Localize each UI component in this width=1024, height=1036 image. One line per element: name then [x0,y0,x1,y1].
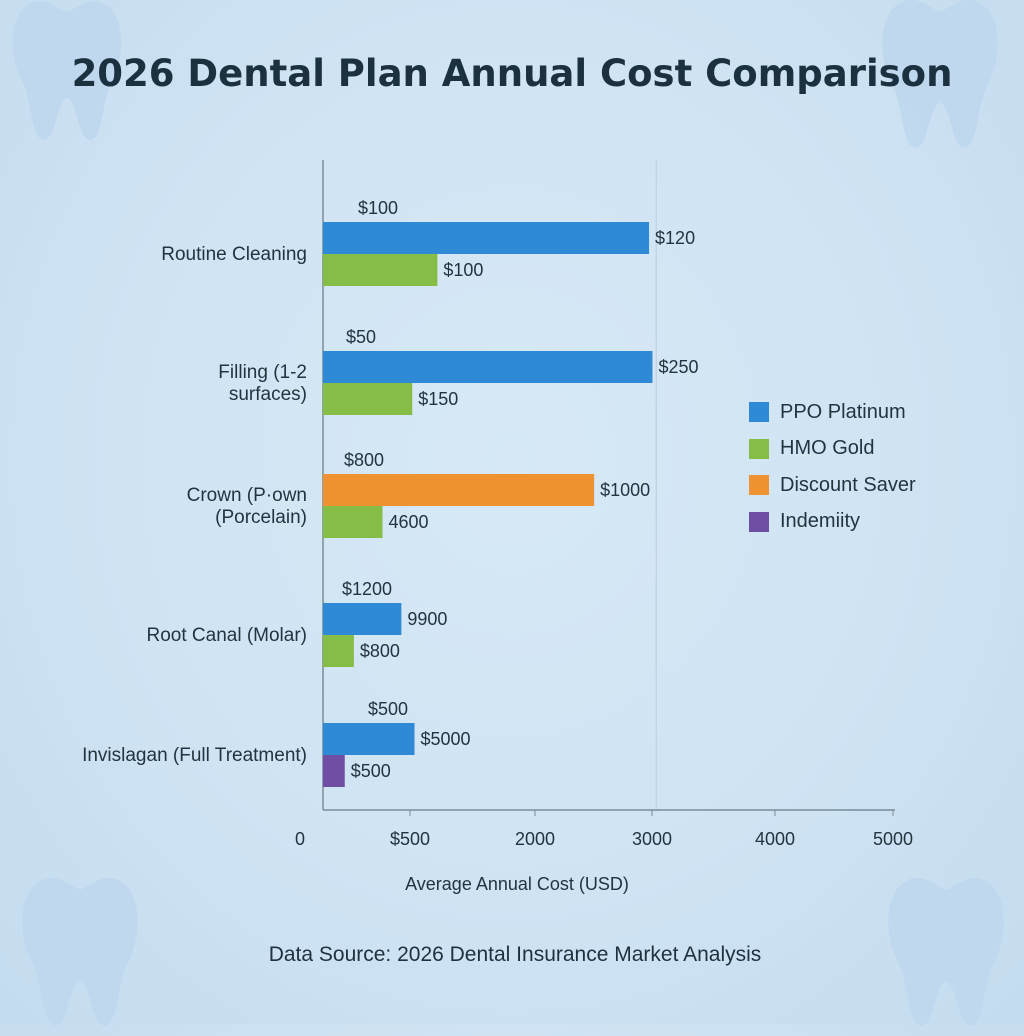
bar-value-label: $800 [360,641,400,661]
bar[interactable] [323,383,413,415]
bar[interactable] [323,506,383,538]
bar-value-label: 4600 [388,512,428,532]
legend-item: Discount Saver [749,467,916,504]
category-label: Invislagan (Full Treatment) [82,745,307,766]
category-label: Filling (1-2 [218,362,307,383]
bar-value-label: $120 [655,228,695,248]
bar-header-label: $100 [358,198,398,218]
bar-value-label: $250 [658,357,698,377]
legend-item: PPO Platinum [749,394,916,431]
legend-swatch [749,438,769,459]
bar[interactable] [323,474,595,506]
legend-label: Indemiity [780,510,861,533]
x-tick-label: $500 [390,829,430,849]
legend-item: HMO Gold [749,431,916,468]
category-label: Root Canal (Molar) [147,625,308,646]
tooth-decoration-icon [888,877,1004,1026]
tooth-decoration-icon [882,0,998,148]
legend-item: Indemiity [749,504,916,541]
bar[interactable] [323,222,650,254]
legend-label: Discount Saver [780,473,916,496]
chart-legend: PPO Platinum HMO Gold Discount Saver Indemi… [749,394,916,540]
legend-swatch [749,402,769,423]
bar[interactable] [323,351,653,383]
x-tick-label: 0 [295,829,305,849]
x-axis-label: Average Annual Cost (USD) [405,874,629,894]
category-label: Routine Cleaning [161,244,307,265]
category-label: surfaces) [229,384,307,405]
chart-title: 2026 Dental Plan Annual Cost Comparison [71,52,953,95]
bar-header-label: $800 [344,450,384,470]
bar[interactable] [323,254,438,286]
x-tick-label: 4000 [755,829,795,849]
category-label: Crown (P·own [187,485,307,506]
bar-header-label: $1200 [342,579,392,599]
bar[interactable] [323,723,415,755]
x-tick-label: 2000 [515,829,555,849]
bar[interactable] [323,603,402,635]
bar-header-label: $50 [346,327,376,347]
legend-swatch [749,475,769,496]
legend-label: HMO Gold [780,437,875,460]
bar-value-label: $5000 [421,729,471,749]
bar[interactable] [323,755,345,787]
bar-value-label: $1000 [600,480,650,500]
tooth-decoration-icon [22,877,138,1026]
x-tick-label: 5000 [873,829,913,849]
legend-label: PPO Platinum [780,400,906,423]
source-note: Data Source: 2026 Dental Insurance Marke… [268,943,762,966]
bar-value-label: $500 [351,761,391,781]
tooth-decoration-icon [12,1,122,141]
legend-swatch [749,511,769,532]
bar-value-label: 9900 [407,609,447,629]
bar-value-label: $100 [443,260,483,280]
category-label: (Porcelain) [215,507,307,528]
bar-value-label: $150 [418,389,458,409]
bar[interactable] [323,635,354,667]
x-tick-label: 3000 [632,829,672,849]
bar-header-label: $500 [368,699,408,719]
